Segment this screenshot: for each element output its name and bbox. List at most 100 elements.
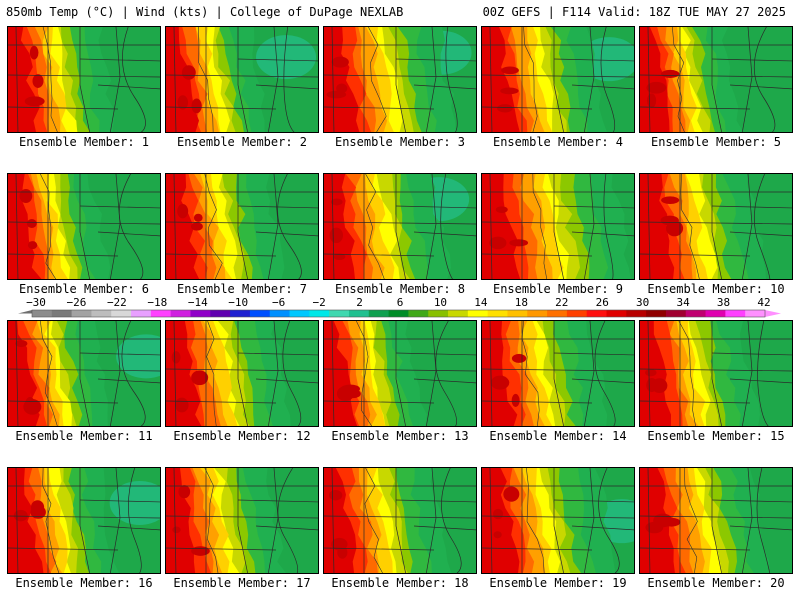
colorbar-tick-label: −22 bbox=[106, 296, 127, 309]
temperature-field-map bbox=[640, 174, 792, 279]
ensemble-member-label: Ensemble Member: 4 bbox=[492, 135, 624, 149]
colorbar-swatch bbox=[131, 310, 152, 317]
temperature-field-map bbox=[324, 468, 476, 573]
valid-time: 00Z GEFS | F114 Valid: 18Z TUE MAY 27 20… bbox=[482, 5, 786, 19]
ensemble-panel bbox=[639, 467, 793, 574]
ensemble-member-label: Ensemble Member: 18 bbox=[331, 576, 469, 590]
colorbar-swatch bbox=[467, 310, 489, 317]
colorbar-swatch bbox=[230, 310, 251, 317]
colorbar-swatch bbox=[309, 310, 330, 317]
colorbar-swatch bbox=[745, 310, 766, 317]
ensemble-panel bbox=[165, 467, 319, 574]
temperature-field-map bbox=[640, 27, 792, 132]
temperature-field-map bbox=[166, 468, 318, 573]
map-title: 850mb Temp (°C) | Wind (kts) | College o… bbox=[6, 5, 404, 19]
ensemble-member-label: Ensemble Member: 8 bbox=[334, 282, 466, 296]
temperature-field-map bbox=[324, 174, 476, 279]
colorbar-swatch bbox=[111, 310, 132, 317]
ensemble-panel bbox=[481, 26, 635, 133]
ensemble-member-label: Ensemble Member: 9 bbox=[492, 282, 624, 296]
colorbar-tick-label: 26 bbox=[595, 296, 609, 309]
temperature-field-map bbox=[640, 468, 792, 573]
colorbar-swatch bbox=[547, 310, 568, 317]
ensemble-panel bbox=[481, 467, 635, 574]
ensemble-member-label: Ensemble Member: 15 bbox=[647, 429, 785, 443]
temperature-field-map bbox=[166, 174, 318, 279]
colorbar-swatch bbox=[289, 310, 310, 317]
ensemble-panel bbox=[165, 26, 319, 133]
colorbar-tick-label: 6 bbox=[396, 296, 404, 309]
temperature-field-map bbox=[8, 468, 160, 573]
temperature-colorbar bbox=[18, 309, 781, 318]
ensemble-panel bbox=[323, 467, 477, 574]
colorbar-swatch bbox=[566, 310, 588, 317]
ensemble-panel bbox=[165, 320, 319, 427]
ensemble-member-label: Ensemble Member: 6 bbox=[18, 282, 150, 296]
colorbar-swatch bbox=[428, 310, 449, 317]
ensemble-member-label: Ensemble Member: 16 bbox=[15, 576, 153, 590]
colorbar-swatch bbox=[91, 310, 112, 317]
colorbar-tick-label: −14 bbox=[187, 296, 208, 309]
ensemble-member-label: Ensemble Member: 13 bbox=[331, 429, 469, 443]
ensemble-panel bbox=[323, 173, 477, 280]
colorbar-swatch bbox=[388, 310, 409, 317]
ensemble-panel bbox=[165, 173, 319, 280]
colorbar-tick-label: 14 bbox=[474, 296, 488, 309]
colorbar-tick-label: −18 bbox=[147, 296, 168, 309]
temperature-field-map bbox=[324, 321, 476, 426]
ensemble-member-label: Ensemble Member: 19 bbox=[489, 576, 627, 590]
ensemble-member-label: Ensemble Member: 7 bbox=[176, 282, 308, 296]
temperature-field-map bbox=[482, 321, 634, 426]
ensemble-panel bbox=[7, 173, 161, 280]
colorbar-swatch bbox=[170, 310, 191, 317]
colorbar-swatch bbox=[408, 310, 429, 317]
colorbar-tick-label: −26 bbox=[66, 296, 87, 309]
colorbar-tick-label: −30 bbox=[26, 296, 46, 309]
ensemble-member-label: Ensemble Member: 14 bbox=[489, 429, 627, 443]
colorbar-tick-label: 38 bbox=[716, 296, 731, 309]
ensemble-member-label: Ensemble Member: 11 bbox=[15, 429, 153, 443]
ensemble-member-label: Ensemble Member: 2 bbox=[176, 135, 308, 149]
ensemble-panel bbox=[323, 320, 477, 427]
colorbar-swatch bbox=[190, 310, 211, 317]
ensemble-panel bbox=[639, 173, 793, 280]
colorbar-tick-label: 30 bbox=[636, 296, 650, 309]
colorbar-swatch bbox=[249, 310, 271, 317]
ensemble-member-label: Ensemble Member: 20 bbox=[647, 576, 785, 590]
temperature-field-map bbox=[482, 27, 634, 132]
colorbar-swatch bbox=[725, 310, 746, 317]
temperature-field-map bbox=[482, 174, 634, 279]
ensemble-panel bbox=[7, 467, 161, 574]
ensemble-panel bbox=[7, 26, 161, 133]
colorbar-swatch bbox=[685, 310, 706, 317]
colorbar-swatch bbox=[626, 310, 647, 317]
colorbar-tick-label: 22 bbox=[555, 296, 569, 309]
temperature-field-map bbox=[8, 27, 160, 132]
colorbar-tick-label: 2 bbox=[356, 296, 363, 309]
colorbar-swatch bbox=[368, 310, 389, 317]
colorbar-swatch bbox=[586, 310, 607, 317]
temperature-field-map bbox=[324, 27, 476, 132]
ensemble-member-label: Ensemble Member: 12 bbox=[173, 429, 311, 443]
colorbar-swatch bbox=[646, 310, 667, 317]
ensemble-member-label: Ensemble Member: 1 bbox=[18, 135, 150, 149]
colorbar-swatch bbox=[705, 310, 726, 317]
colorbar-swatch bbox=[71, 310, 92, 317]
ensemble-panel bbox=[7, 320, 161, 427]
ensemble-member-label: Ensemble Member: 5 bbox=[650, 135, 782, 149]
ensemble-member-label: Ensemble Member: 3 bbox=[334, 135, 466, 149]
ensemble-panel bbox=[481, 173, 635, 280]
colorbar-swatch bbox=[269, 310, 290, 317]
ensemble-member-label: Ensemble Member: 10 bbox=[647, 282, 785, 296]
colorbar-swatch bbox=[51, 310, 73, 317]
colorbar-tick-label: 34 bbox=[676, 296, 690, 309]
colorbar-swatch bbox=[210, 310, 231, 317]
colorbar-tick-label: 42 bbox=[757, 296, 771, 309]
temperature-field-map bbox=[8, 321, 160, 426]
colorbar-tick-label: −6 bbox=[272, 296, 286, 309]
colorbar-swatch bbox=[448, 310, 469, 317]
temperature-field-map bbox=[166, 27, 318, 132]
colorbar-swatch bbox=[606, 310, 627, 317]
colorbar-tick-label: −10 bbox=[228, 296, 249, 309]
colorbar-swatch bbox=[507, 310, 528, 317]
